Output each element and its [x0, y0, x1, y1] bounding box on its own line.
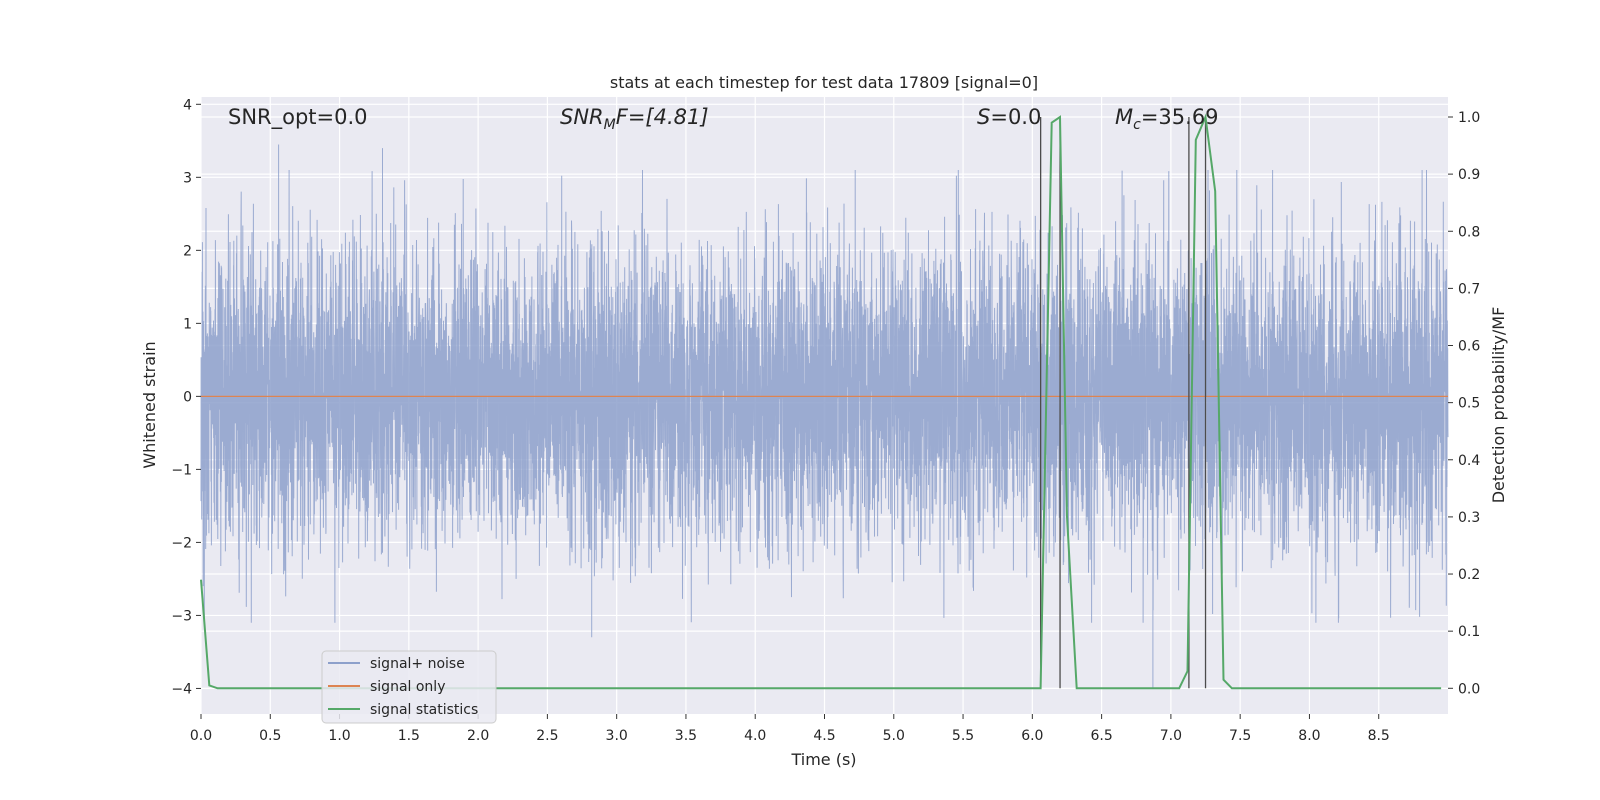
y-right-tick-label: 1.0	[1458, 110, 1480, 126]
annotation-snr-opt: SNR_opt=0.0	[228, 105, 368, 130]
annotation-snr-mf-subscript: M	[604, 117, 616, 133]
series-signal-noise	[200, 144, 1449, 689]
signal-noise-trace	[200, 144, 1449, 689]
legend-label-signal-noise: signal+ noise	[370, 656, 465, 672]
x-tick-label: 8.0	[1298, 728, 1320, 744]
annotation-s-symbol: S	[977, 105, 990, 129]
y-right-tick-label: 0.9	[1458, 167, 1480, 183]
x-tick-label: 6.0	[1021, 728, 1043, 744]
y-left-tick-label: 4	[183, 97, 192, 113]
x-tick-label: 0.0	[190, 728, 212, 744]
y-left-tick-label: −1	[171, 462, 192, 478]
y-right-tick-label: 0.6	[1458, 339, 1480, 355]
y-right-tick-label: 0.2	[1458, 567, 1480, 583]
x-tick-label: 3.0	[606, 728, 628, 744]
annotation-mc-subscript: c	[1133, 117, 1141, 133]
legend: signal+ noise signal only signal statist…	[321, 650, 497, 724]
y-left-tick-label: 2	[183, 243, 192, 259]
y-left-tick-label: 3	[183, 170, 192, 186]
x-tick-label: 7.5	[1229, 728, 1251, 744]
y-right-tick-labels: 1.0 0.9 0.8 0.7 0.6 0.5 0.4 0.3 0.2 0.1 0.0	[1448, 110, 1480, 697]
annotation-snr-mf-value: F=[4.81]	[616, 105, 709, 129]
legend-label-signal-statistics: signal statistics	[370, 702, 478, 718]
x-axis-label: Time (s)	[790, 750, 856, 769]
legend-box	[321, 650, 497, 724]
x-tick-labels: 0.0 0.5 1.0 1.5 2.0 2.5 3.0 3.5 4.0 4.5 5.0 5.5 6.0 6…	[190, 714, 1390, 744]
y-left-axis-label: Whitened strain	[140, 341, 159, 468]
x-tick-label: 1.0	[328, 728, 350, 744]
y-left-tick-label: −4	[171, 681, 192, 697]
y-right-tick-label: 0.0	[1458, 681, 1480, 697]
annotation-mc-symbol: M	[1115, 105, 1133, 129]
x-tick-label: 0.5	[259, 728, 281, 744]
y-left-tick-label: −2	[171, 535, 192, 551]
x-tick-label: 4.5	[813, 728, 835, 744]
x-tick-label: 6.5	[1090, 728, 1112, 744]
y-left-tick-label: −3	[171, 608, 192, 624]
annotation-mc: Mc=35.69	[1115, 105, 1219, 133]
y-left-tick-label: 0	[183, 389, 192, 405]
legend-label-signal-only: signal only	[370, 679, 445, 695]
x-tick-label: 4.0	[744, 728, 766, 744]
x-tick-label: 8.5	[1368, 728, 1390, 744]
y-right-tick-label: 0.5	[1458, 396, 1480, 412]
y-left-tick-labels: 4 3 2 1 0 −1 −2 −3 −4	[171, 97, 201, 697]
y-right-tick-label: 0.8	[1458, 224, 1480, 240]
y-left-tick-label: 1	[183, 316, 192, 332]
chart-title: stats at each timestep for test data 178…	[610, 73, 1038, 92]
x-tick-label: 5.0	[883, 728, 905, 744]
x-tick-label: 2.0	[467, 728, 489, 744]
x-tick-label: 2.5	[536, 728, 558, 744]
x-tick-label: 1.5	[398, 728, 420, 744]
annotation-snr-mf-symbol: SNR	[560, 105, 604, 129]
x-tick-label: 7.0	[1160, 728, 1182, 744]
annotation-snr-mf: SNRMF=[4.81]	[560, 105, 709, 133]
y-right-tick-label: 0.1	[1458, 624, 1480, 640]
x-tick-label: 5.5	[952, 728, 974, 744]
y-right-tick-label: 0.4	[1458, 453, 1480, 469]
y-right-tick-label: 0.3	[1458, 510, 1480, 526]
x-tick-label: 3.5	[675, 728, 697, 744]
y-right-tick-label: 0.7	[1458, 281, 1480, 297]
y-right-axis-label: Detection probability/MF	[1489, 307, 1508, 504]
annotation-mc-value: =35.69	[1141, 105, 1219, 129]
annotation-s: S=0.0	[977, 105, 1041, 129]
annotation-s-value: =0.0	[990, 105, 1041, 129]
